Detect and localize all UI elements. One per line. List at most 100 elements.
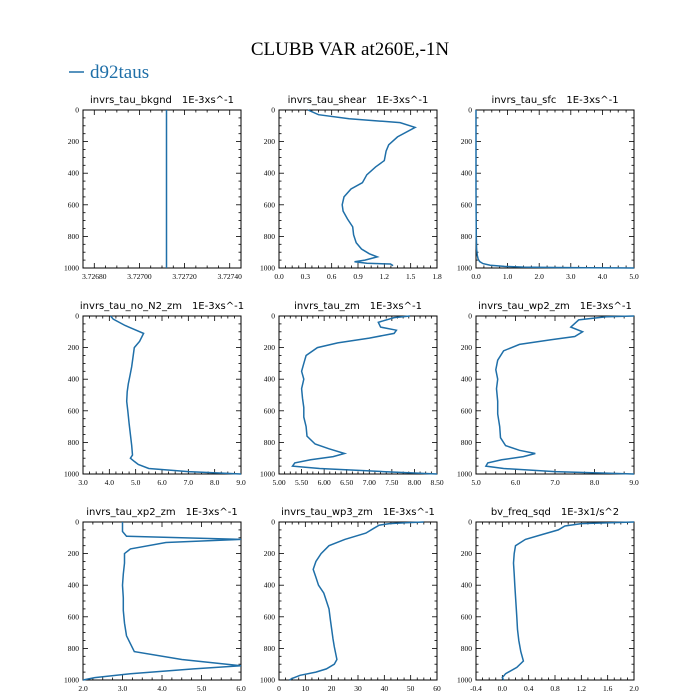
x-tick-label: 9.0 bbox=[629, 478, 639, 487]
x-tick-label: 0.8 bbox=[550, 684, 560, 693]
panel-6: invrs_tau_wp2_zm 1E-3xs^-1 0 200 400 600 800 10… bbox=[457, 301, 639, 487]
x-tick-label: 8.50 bbox=[430, 478, 443, 487]
y-tick-label: 200 bbox=[264, 137, 276, 146]
panel-5: invrs_tau_zm 1E-3xs^-1020040060080010005.… bbox=[260, 301, 444, 487]
x-tick-label: 2.0 bbox=[78, 684, 88, 693]
x-tick-label: 1.2 bbox=[577, 684, 587, 693]
panel-variable-name: invrs_tau_shear bbox=[288, 95, 368, 106]
x-tick-label: 0.0 bbox=[274, 272, 284, 281]
x-tick-label: 40 bbox=[381, 684, 389, 693]
x-tick-label: 8.00 bbox=[408, 478, 421, 487]
y-tick-label: 1000 bbox=[64, 264, 79, 273]
y-tick-label: 1000 bbox=[260, 470, 275, 479]
panel-9: bv_freq_sqd 1E-3x1/s^2 0 200 400 600 800 1000-0… bbox=[457, 507, 639, 693]
y-tick-label: 400 bbox=[461, 581, 473, 590]
x-tick-label: 7.00 bbox=[363, 478, 376, 487]
y-tick-label: 1000 bbox=[457, 676, 472, 685]
y-tick-label: 600 bbox=[264, 200, 276, 209]
panel-variable-name: invrs_tau_zm bbox=[294, 301, 360, 312]
y-tick-label: 400 bbox=[68, 169, 80, 178]
series-line bbox=[501, 521, 635, 681]
panel-variable-name: invrs_tau_sfc bbox=[491, 95, 556, 106]
panels: invrs_tau_bkgnd 1E-3xs^-10200400600800100… bbox=[64, 95, 639, 693]
x-tick-label: 8.0 bbox=[590, 478, 600, 487]
panel-frame bbox=[82, 109, 242, 269]
y-tick-label: 400 bbox=[461, 375, 473, 384]
x-tick-label: 6.0 bbox=[511, 478, 521, 487]
x-tick-label: 0 bbox=[277, 684, 281, 693]
y-tick-label: 400 bbox=[461, 169, 473, 178]
x-tick-label: 60 bbox=[433, 684, 441, 693]
y-tick-label: 600 bbox=[461, 406, 473, 415]
panel-units: 1E-3xs^-1 bbox=[383, 507, 435, 518]
y-tick-label: 600 bbox=[68, 200, 80, 209]
x-tick-label: 2.0 bbox=[535, 272, 545, 281]
y-tick-label: 600 bbox=[264, 612, 276, 621]
y-tick-label: 0 bbox=[271, 106, 275, 115]
legend-label: d92taus bbox=[90, 62, 149, 83]
series-line bbox=[484, 315, 635, 475]
series-line bbox=[307, 109, 418, 267]
panel-title: invrs_tau_shear 1E-3xs^-1 bbox=[288, 95, 429, 106]
panel-variable-name: invrs_tau_xp2_zm bbox=[86, 507, 175, 518]
x-tick-label: 9.0 bbox=[236, 478, 246, 487]
y-tick-label: 0 bbox=[468, 312, 472, 321]
y-tick-label: 400 bbox=[68, 375, 80, 384]
x-tick-label: 4.0 bbox=[157, 684, 167, 693]
x-tick-label: 10 bbox=[302, 684, 310, 693]
y-tick-label: 200 bbox=[461, 343, 473, 352]
y-tick-label: 400 bbox=[264, 169, 276, 178]
panel-title: invrs_tau_sfc 1E-3xs^-1 bbox=[491, 95, 618, 106]
x-tick-label: 3.72680 bbox=[82, 272, 107, 281]
x-tick-label: 50 bbox=[407, 684, 415, 693]
series-line bbox=[82, 522, 242, 681]
y-tick-label: 400 bbox=[68, 581, 80, 590]
panel-units: 1E-3xs^-1 bbox=[566, 95, 618, 106]
y-tick-label: 400 bbox=[264, 581, 276, 590]
y-tick-label: 200 bbox=[461, 549, 473, 558]
x-tick-label: 6.50 bbox=[340, 478, 353, 487]
panel-title: invrs_tau_wp2_zm 1E-3xs^-1 bbox=[478, 301, 632, 312]
panel-variable-name: invrs_tau_wp3_zm bbox=[281, 507, 373, 518]
y-tick-label: 200 bbox=[264, 549, 276, 558]
y-tick-label: 200 bbox=[264, 343, 276, 352]
y-tick-label: 600 bbox=[264, 406, 276, 415]
x-tick-label: 1.8 bbox=[432, 272, 442, 281]
x-tick-label: 8.0 bbox=[210, 478, 220, 487]
y-tick-label: 800 bbox=[264, 644, 276, 653]
x-tick-label: 7.0 bbox=[184, 478, 194, 487]
x-tick-label: 0.3 bbox=[301, 272, 311, 281]
series-line bbox=[291, 315, 438, 475]
x-tick-label: 4.0 bbox=[598, 272, 608, 281]
y-tick-label: 200 bbox=[68, 549, 80, 558]
y-tick-label: 800 bbox=[68, 438, 80, 447]
x-tick-label: 2.0 bbox=[629, 684, 639, 693]
x-tick-label: 3.0 bbox=[118, 684, 128, 693]
x-tick-label: 5.0 bbox=[629, 272, 639, 281]
y-tick-label: 1000 bbox=[64, 470, 79, 479]
x-tick-label: 3.72720 bbox=[172, 272, 197, 281]
panel-units: 1E-3xs^-1 bbox=[182, 95, 234, 106]
x-tick-label: 5.50 bbox=[295, 478, 308, 487]
x-tick-label: 3.0 bbox=[78, 478, 88, 487]
panel-title: invrs_tau_wp3_zm 1E-3xs^-1 bbox=[281, 507, 435, 518]
panel-3: invrs_tau_sfc 1E-3xs^-1 0 200 400 600 800 10000… bbox=[457, 95, 639, 281]
y-tick-label: 0 bbox=[75, 312, 79, 321]
panel-units: 1E-3xs^-1 bbox=[376, 95, 428, 106]
y-tick-label: 600 bbox=[68, 406, 80, 415]
panel-8: invrs_tau_wp3_zm 1E-3xs^-1 0 200 400 600 800 10… bbox=[260, 507, 441, 693]
y-tick-label: 200 bbox=[68, 343, 80, 352]
panel-units: 1E-3x1/s^2 bbox=[561, 507, 619, 518]
y-tick-label: 0 bbox=[468, 518, 472, 527]
panel-variable-name: bv_freq_sqd bbox=[491, 507, 551, 518]
series-line bbox=[475, 110, 635, 269]
y-tick-label: 0 bbox=[271, 312, 275, 321]
x-tick-label: 20 bbox=[328, 684, 336, 693]
series-line bbox=[289, 521, 424, 681]
panel-7: invrs_tau_xp2_zm 1E-3xs^-1 0 200 400 600 800 10… bbox=[64, 507, 246, 693]
y-tick-label: 0 bbox=[75, 518, 79, 527]
panel-units: 1E-3xs^-1 bbox=[192, 301, 244, 312]
x-tick-label: 1.0 bbox=[503, 272, 513, 281]
y-tick-label: 1000 bbox=[260, 264, 275, 273]
panel-frame bbox=[475, 521, 635, 681]
